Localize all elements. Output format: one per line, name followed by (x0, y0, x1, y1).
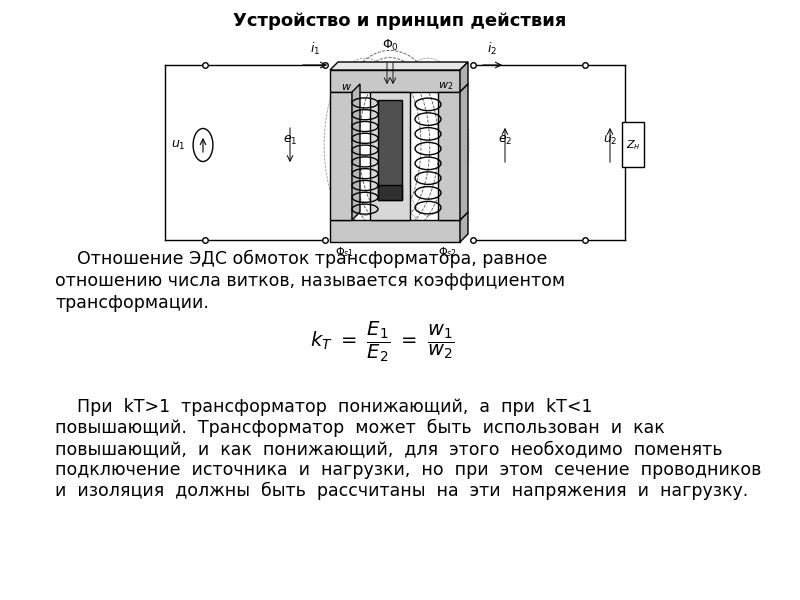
Text: $i_1$: $i_1$ (310, 41, 320, 57)
Ellipse shape (193, 128, 213, 161)
Polygon shape (330, 62, 468, 70)
Text: $u_2$: $u_2$ (602, 133, 618, 146)
Text: трансформации.: трансформации. (55, 294, 209, 312)
Bar (330, 220, 460, 242)
Text: $k_T\ =\ \dfrac{E_1}{E_2}\ =\ \dfrac{w_1}{w_2}$: $k_T\ =\ \dfrac{E_1}{E_2}\ =\ \dfrac{w_1… (310, 320, 454, 364)
Text: $u_1$: $u_1$ (170, 139, 186, 152)
Bar (330, 92, 352, 220)
Text: $Z_н$: $Z_н$ (626, 138, 640, 152)
Polygon shape (352, 84, 360, 220)
Text: Отношение ЭДС обмоток трансформатора, равное: Отношение ЭДС обмоток трансформатора, ра… (55, 250, 547, 268)
Text: $w_2$: $w_2$ (438, 80, 454, 92)
Bar (370, 92, 410, 220)
Text: $\Phi_0$: $\Phi_0$ (382, 38, 398, 53)
Polygon shape (460, 62, 468, 92)
Polygon shape (460, 212, 468, 242)
Bar (378, 185, 402, 200)
Bar (378, 100, 402, 200)
Text: повышающий,  и  как  понижающий,  для  этого  необходимо  поменять: повышающий, и как понижающий, для этого … (55, 440, 722, 458)
Text: $e_1$: $e_1$ (282, 133, 298, 146)
Text: и  изоляция  должны  быть  рассчитаны  на  эти  напряжения  и  нагрузку.: и изоляция должны быть рассчитаны на эти… (55, 482, 748, 500)
Text: $w$: $w$ (342, 82, 353, 92)
Text: подключение  источника  и  нагрузки,  но  при  этом  сечение  проводников: подключение источника и нагрузки, но при… (55, 461, 762, 479)
Bar (622, 122, 644, 167)
Text: $e_2$: $e_2$ (498, 133, 512, 146)
Text: $\Phi_{s1}$: $\Phi_{s1}$ (335, 245, 354, 259)
Text: При  kТ>1  трансформатор  понижающий,  а  при  kТ<1: При kТ>1 трансформатор понижающий, а при… (55, 398, 593, 416)
Text: повышающий.  Трансформатор  может  быть  использован  и  как: повышающий. Трансформатор может быть исп… (55, 419, 665, 437)
Text: Устройство и принцип действия: Устройство и принцип действия (234, 12, 566, 30)
Text: отношению числа витков, называется коэффициентом: отношению числа витков, называется коэфф… (55, 272, 565, 290)
Text: $\Phi_{s2}$: $\Phi_{s2}$ (438, 245, 458, 259)
Bar (330, 70, 460, 92)
Bar (438, 92, 460, 220)
Text: $i_2$: $i_2$ (487, 41, 497, 57)
Polygon shape (460, 84, 468, 220)
